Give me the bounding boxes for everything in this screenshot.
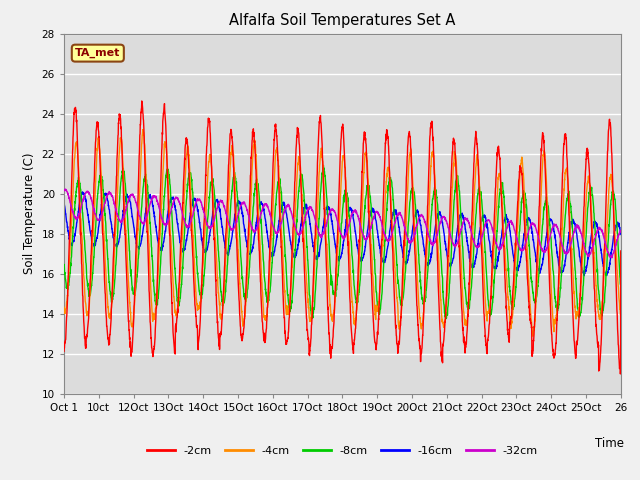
Y-axis label: Soil Temperature (C): Soil Temperature (C) [23, 153, 36, 275]
Legend: -2cm, -4cm, -8cm, -16cm, -32cm: -2cm, -4cm, -8cm, -16cm, -32cm [142, 441, 543, 460]
Text: TA_met: TA_met [75, 48, 120, 58]
Title: Alfalfa Soil Temperatures Set A: Alfalfa Soil Temperatures Set A [229, 13, 456, 28]
X-axis label: Time: Time [595, 437, 624, 450]
